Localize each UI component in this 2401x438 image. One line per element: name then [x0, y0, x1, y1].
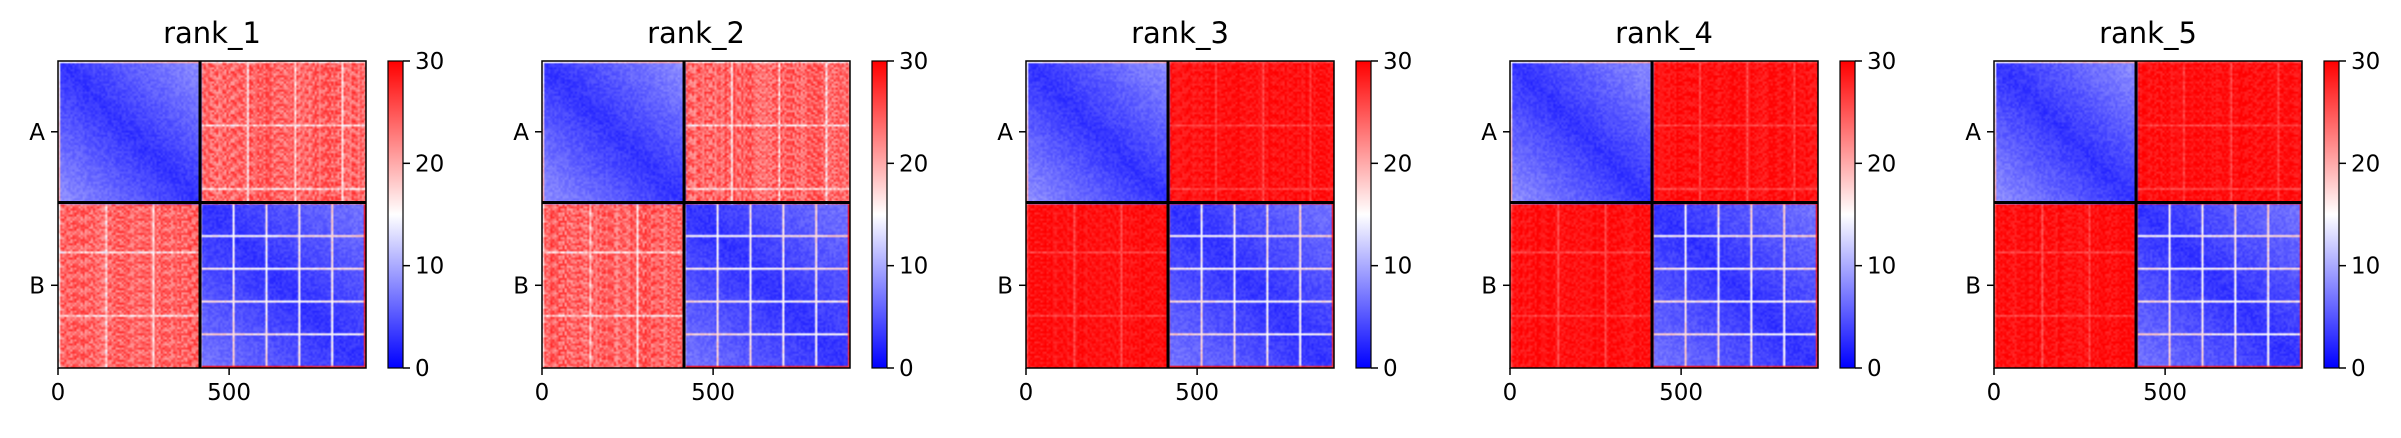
axes-frame — [57, 60, 367, 369]
colorbar-tick-label: 20 — [1867, 151, 1896, 177]
colorbar-tick-label: 10 — [1383, 254, 1412, 280]
y-tick-label: B — [997, 273, 1013, 299]
x-tick-label: 0 — [535, 380, 550, 406]
x-tick-label: 0 — [1503, 380, 1518, 406]
colorbar-tick-label: 20 — [1383, 151, 1412, 177]
x-tick-label: 0 — [51, 380, 66, 406]
x-tick-label: 0 — [1987, 380, 2002, 406]
heatmap-panel: rank_3 A B 0 500 0 10 20 30 — [997, 16, 1412, 406]
y-tick-label: A — [1481, 120, 1497, 146]
y-tick-label: B — [1481, 273, 1497, 299]
x-tick-label: 500 — [1659, 380, 1703, 406]
panel-title: rank_3 — [1131, 16, 1229, 50]
colorbar-tick-label: 20 — [899, 151, 928, 177]
colorbar — [2323, 60, 2340, 369]
y-tick-label: B — [29, 273, 45, 299]
panel-title: rank_4 — [1615, 16, 1713, 50]
colorbar-tick-label: 30 — [2351, 49, 2380, 75]
heatmap-image — [1510, 61, 1818, 368]
colorbar-tick-label: 30 — [1383, 49, 1412, 75]
heatmap-panel: rank_2 A B 0 500 0 10 20 30 — [513, 16, 928, 406]
colorbar — [871, 60, 888, 369]
x-tick-label: 500 — [1175, 380, 1219, 406]
heatmap-panel: rank_1 A B 0 500 0 10 20 30 — [29, 16, 444, 406]
y-tick-label: A — [997, 120, 1013, 146]
colorbar-tick-label: 10 — [415, 254, 444, 280]
colorbar-tick-label: 30 — [899, 49, 928, 75]
axes-frame — [541, 60, 851, 369]
colorbar-tick-label: 20 — [415, 151, 444, 177]
heatmap-image — [58, 61, 366, 368]
colorbar-tick-label: 30 — [415, 49, 444, 75]
colorbar-tick-label: 10 — [2351, 254, 2380, 280]
heatmap-panel: rank_5 A B 0 500 0 10 20 30 — [1965, 16, 2380, 406]
heatmap-image — [542, 61, 850, 368]
colorbar — [387, 60, 404, 369]
heatmap-image — [1994, 61, 2302, 368]
colorbar-tick-label: 0 — [415, 356, 430, 382]
y-tick-label: B — [513, 273, 529, 299]
y-tick-label: B — [1965, 273, 1981, 299]
colorbar — [1355, 60, 1372, 369]
colorbar — [1839, 60, 1856, 369]
colorbar-tick-label: 0 — [899, 356, 914, 382]
y-tick-label: A — [513, 120, 529, 146]
x-tick-label: 500 — [691, 380, 735, 406]
colorbar-tick-label: 0 — [2351, 356, 2366, 382]
axes-frame — [1993, 60, 2303, 369]
colorbar-tick-label: 30 — [1867, 49, 1896, 75]
y-tick-label: A — [1965, 120, 1981, 146]
colorbar-tick-label: 0 — [1867, 356, 1882, 382]
x-tick-label: 500 — [2143, 380, 2187, 406]
panel-title: rank_2 — [647, 16, 745, 50]
heatmap-image — [1026, 61, 1334, 368]
colorbar-tick-label: 0 — [1383, 356, 1398, 382]
axes-frame — [1025, 60, 1335, 369]
heatmap-panel: rank_4 A B 0 500 0 10 20 30 — [1481, 16, 1896, 406]
x-tick-label: 500 — [207, 380, 251, 406]
axes-frame — [1509, 60, 1819, 369]
colorbar-tick-label: 20 — [2351, 151, 2380, 177]
colorbar-tick-label: 10 — [899, 254, 928, 280]
x-tick-label: 0 — [1019, 380, 1034, 406]
y-tick-label: A — [29, 120, 45, 146]
colorbar-tick-label: 10 — [1867, 254, 1896, 280]
panel-title: rank_1 — [163, 16, 261, 50]
panel-title: rank_5 — [2099, 16, 2197, 50]
